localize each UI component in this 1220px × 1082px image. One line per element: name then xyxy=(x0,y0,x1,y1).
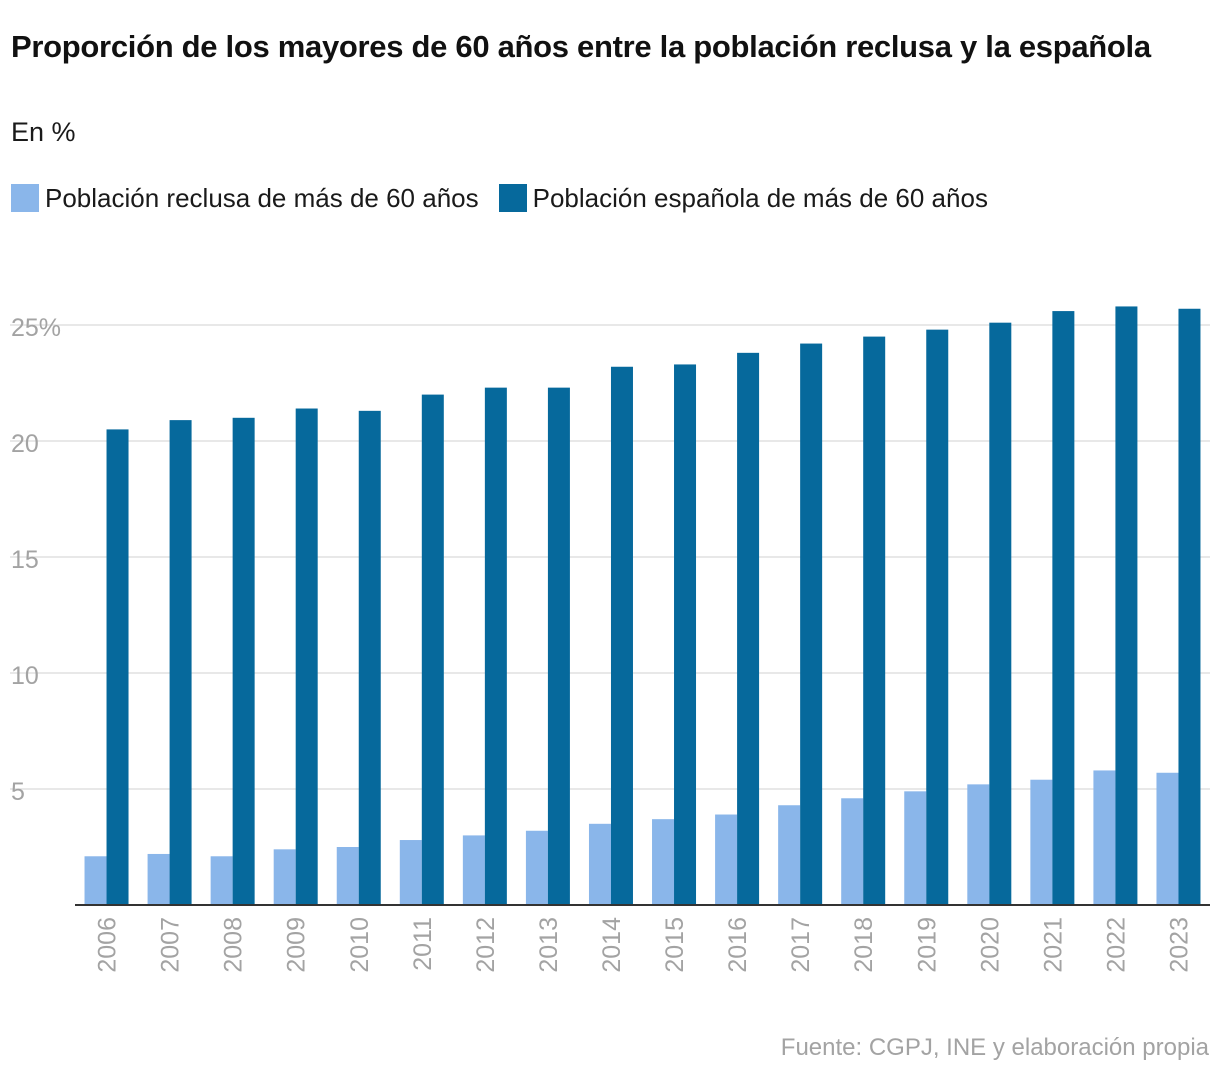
bar-reclusa-2014 xyxy=(588,823,611,905)
chart-subtitle: En % xyxy=(11,117,76,147)
source-note: Fuente: CGPJ, INE y elaboración propia xyxy=(780,1034,1209,1061)
y-tick-label-20: 20 xyxy=(11,430,39,458)
bar-reclusa-2017 xyxy=(778,805,801,905)
bar-reclusa-2021 xyxy=(1030,779,1053,905)
bar-reclusa-2012 xyxy=(462,835,485,905)
bar-reclusa-2023 xyxy=(1156,772,1179,905)
bar-espanola-2007 xyxy=(169,420,192,905)
x-tick-label-2022: 2022 xyxy=(1102,917,1130,973)
y-tick-label-10: 10 xyxy=(11,662,39,690)
legend-item-espanola: Población española de más de 60 años xyxy=(498,182,988,214)
x-tick-label-2018: 2018 xyxy=(850,917,878,973)
bar-reclusa-2015 xyxy=(652,819,675,905)
x-tick-label-2011: 2011 xyxy=(409,917,437,971)
x-tick-label-2007: 2007 xyxy=(157,917,185,973)
bar-espanola-2019 xyxy=(926,329,949,905)
bar-espanola-2013 xyxy=(547,387,570,905)
x-tick-label-2009: 2009 xyxy=(283,917,311,973)
bar-reclusa-2008 xyxy=(210,856,233,905)
bar-reclusa-2006 xyxy=(84,856,107,905)
x-tick-label-2019: 2019 xyxy=(913,917,941,973)
chart-title: Proporción de los mayores de 60 años ent… xyxy=(11,29,1151,64)
bar-espanola-2022 xyxy=(1115,306,1138,905)
bar-espanola-2011 xyxy=(421,394,444,905)
bar-reclusa-2020 xyxy=(967,784,990,905)
x-tick-label-2017: 2017 xyxy=(787,917,815,973)
x-tick-label-2023: 2023 xyxy=(1165,917,1193,973)
bar-reclusa-2007 xyxy=(147,853,170,905)
legend-label-espanola: Población española de más de 60 años xyxy=(532,182,988,213)
y-tick-label-5: 5 xyxy=(11,778,25,806)
x-tick-label-2006: 2006 xyxy=(94,917,122,973)
legend-swatch-espanola xyxy=(498,184,527,212)
bar-espanola-2010 xyxy=(358,410,381,905)
x-tick-label-2012: 2012 xyxy=(472,917,500,973)
bar-espanola-2016 xyxy=(737,352,760,906)
bar-espanola-2021 xyxy=(1052,311,1075,906)
bar-reclusa-2022 xyxy=(1093,770,1116,905)
bar-reclusa-2010 xyxy=(336,847,359,905)
bar-reclusa-2016 xyxy=(715,814,738,905)
bar-espanola-2023 xyxy=(1178,308,1201,905)
x-tick-label-2015: 2015 xyxy=(661,917,689,973)
bar-reclusa-2019 xyxy=(904,791,927,905)
bar-espanola-2012 xyxy=(484,387,507,905)
x-tick-label-2013: 2013 xyxy=(535,917,563,973)
legend-item-reclusa: Población reclusa de más de 60 años xyxy=(11,183,479,214)
x-tick-label-2020: 2020 xyxy=(976,917,1004,973)
x-tick-label-2016: 2016 xyxy=(724,917,752,973)
bars xyxy=(84,306,1201,906)
bar-reclusa-2011 xyxy=(399,840,422,905)
bar-espanola-2020 xyxy=(989,322,1012,905)
axes: 2006 2007 2008 2009 2010 2011 2012 2013 2014 2015… xyxy=(75,904,1210,973)
bar-reclusa-2018 xyxy=(841,798,864,905)
x-tick-label-2014: 2014 xyxy=(598,917,626,973)
bar-espanola-2014 xyxy=(610,366,633,905)
x-tick-label-2021: 2021 xyxy=(1039,917,1067,973)
y-tick-label-25: 25% xyxy=(11,314,61,342)
bar-espanola-2018 xyxy=(863,336,886,906)
bar-espanola-2008 xyxy=(232,417,255,905)
legend-label-reclusa: Población reclusa de más de 60 años xyxy=(45,182,479,213)
bar-reclusa-2013 xyxy=(525,830,548,905)
x-tick-label-2010: 2010 xyxy=(346,917,374,973)
x-tick-label-2008: 2008 xyxy=(220,917,248,973)
legend-swatch-reclusa xyxy=(11,184,39,212)
bar-espanola-2015 xyxy=(674,364,697,905)
bar-espanola-2009 xyxy=(295,408,318,905)
bar-espanola-2017 xyxy=(800,343,823,905)
y-tick-label-15: 15 xyxy=(11,546,39,574)
bar-espanola-2006 xyxy=(106,429,129,905)
chart-legend: Población reclusa de más de 60 años Pobl… xyxy=(11,178,1008,218)
bar-reclusa-2009 xyxy=(273,849,296,905)
